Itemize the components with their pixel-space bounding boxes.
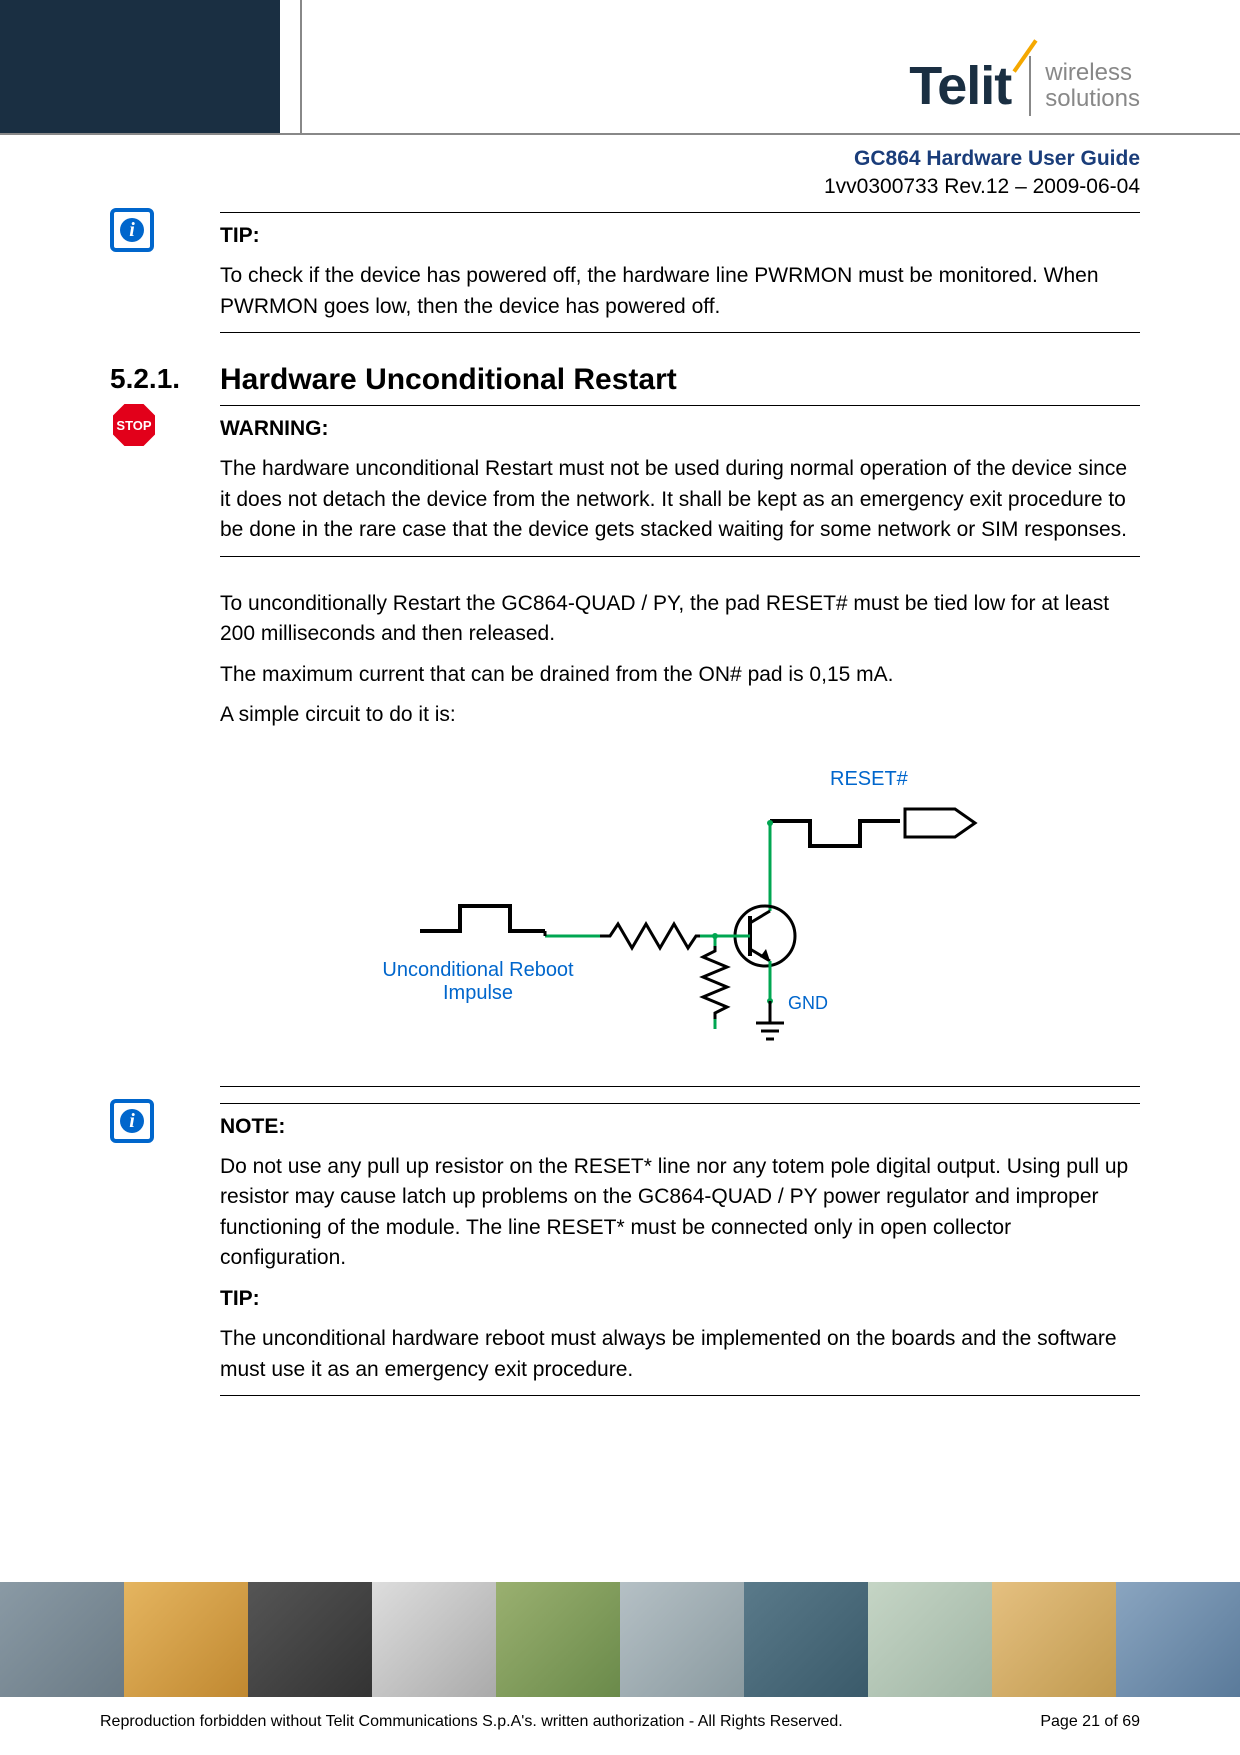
brand-name: Telit <box>909 55 1011 117</box>
tip2-label: TIP: <box>220 1284 1140 1314</box>
body-block: To unconditionally Restart the GC864-QUA… <box>100 589 1140 1099</box>
page-content: i TIP: To check if the device has powere… <box>0 208 1240 1404</box>
footer-image-strip <box>0 1582 1240 1697</box>
document-revision: 1vv0300733 Rev.12 – 2009-06-04 <box>0 173 1140 201</box>
rule <box>220 1086 1140 1087</box>
reset-label: RESET# <box>830 768 909 790</box>
logo-divider <box>1029 56 1031 116</box>
section-heading-row: 5.2.1. Hardware Unconditional Restart <box>100 363 1140 397</box>
info-glyph: i <box>120 218 144 242</box>
brand-sub2: solutions <box>1045 86 1140 112</box>
info-icon: i <box>110 208 154 252</box>
page-footer: Reproduction forbidden without Telit Com… <box>100 1713 1140 1731</box>
body-p2: The maximum current that can be drained … <box>220 660 1140 690</box>
tip-block: i TIP: To check if the device has powere… <box>100 208 1140 341</box>
logo-accent-icon <box>1013 39 1038 72</box>
info-glyph: i <box>120 1109 144 1133</box>
svg-text:STOP: STOP <box>116 418 151 433</box>
footer-copyright: Reproduction forbidden without Telit Com… <box>100 1713 843 1731</box>
page-header: Telit wireless solutions <box>0 0 1240 135</box>
info-icon: i <box>110 1099 154 1143</box>
rule <box>220 1395 1140 1396</box>
circuit-diagram: RESET# <box>220 761 1140 1056</box>
tip2-text: The unconditional hardware reboot must a… <box>220 1324 1140 1385</box>
brand-sub1: wireless <box>1045 60 1140 86</box>
gnd-label: GND <box>788 993 828 1013</box>
footer-page-number: Page 21 of 69 <box>1040 1713 1140 1731</box>
note-label: NOTE: <box>220 1112 1140 1142</box>
tip-text: To check if the device has powered off, … <box>220 261 1140 322</box>
rule <box>220 1103 1140 1104</box>
impulse-label-1: Unconditional Reboot <box>382 959 574 981</box>
note-text: Do not use any pull up resistor on the R… <box>220 1152 1140 1274</box>
rule <box>220 212 1140 213</box>
section-number: 5.2.1. <box>100 363 220 395</box>
brand-logo: Telit wireless solutions <box>909 55 1140 117</box>
rule <box>220 332 1140 333</box>
document-meta: GC864 Hardware User Guide 1vv0300733 Rev… <box>0 135 1240 208</box>
impulse-label-2: Impulse <box>443 982 513 1004</box>
document-title: GC864 Hardware User Guide <box>0 145 1140 173</box>
warning-label: WARNING: <box>220 414 1140 444</box>
tip-label: TIP: <box>220 221 1140 251</box>
note-block: i NOTE: Do not use any pull up resistor … <box>100 1099 1140 1405</box>
stop-icon: STOP <box>110 401 158 449</box>
body-p3: A simple circuit to do it is: <box>220 700 1140 730</box>
section-title: Hardware Unconditional Restart <box>220 363 1140 397</box>
body-p1: To unconditionally Restart the GC864-QUA… <box>220 589 1140 650</box>
header-dark-block <box>0 0 280 135</box>
warning-block: STOP WARNING: The hardware unconditional… <box>100 401 1140 565</box>
header-rule <box>0 133 1240 135</box>
header-vertical-rule <box>300 0 302 135</box>
brand-tagline: wireless solutions <box>1045 60 1140 113</box>
rule <box>220 405 1140 406</box>
warning-text: The hardware unconditional Restart must … <box>220 454 1140 545</box>
rule <box>220 556 1140 557</box>
